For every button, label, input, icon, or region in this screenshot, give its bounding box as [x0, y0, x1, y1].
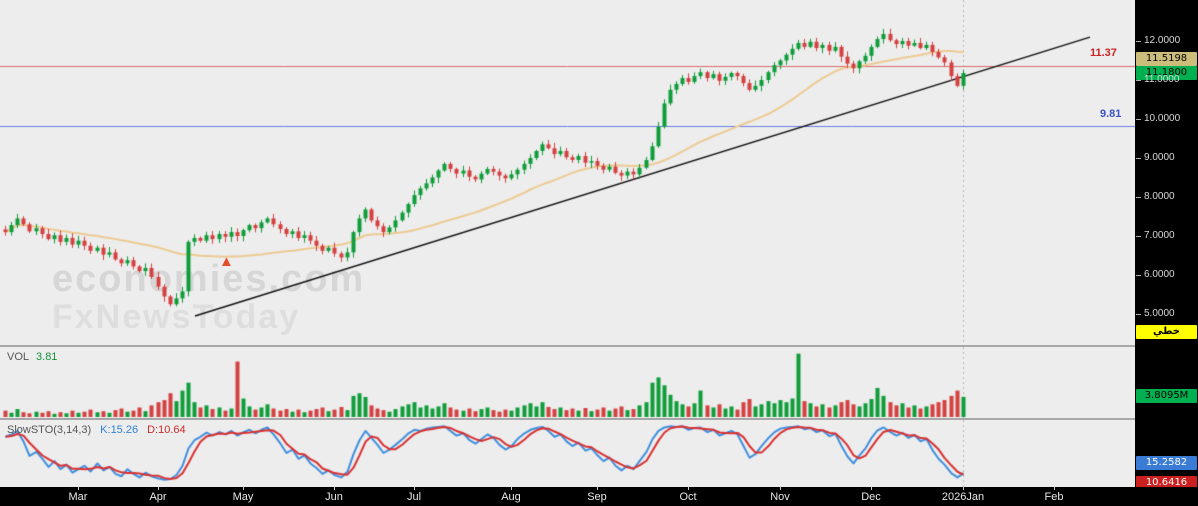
month-tick	[334, 487, 335, 490]
badge-stochastic-d: 10.6416	[1136, 476, 1197, 490]
month-tick	[78, 487, 79, 490]
month-label: Dec	[861, 491, 881, 503]
month-label: 2026Jan	[941, 491, 985, 503]
price-axis-label: 10.0000	[1135, 113, 1181, 124]
stochastic-k-value: K:15.26	[100, 424, 139, 436]
price-axis-label: 6.0000	[1136, 269, 1175, 280]
month-tick	[871, 487, 872, 490]
volume-header: VOL 3.81	[7, 351, 57, 363]
price-axis-label: 8.0000	[1136, 191, 1175, 202]
resistance-price-label: 11.37	[1090, 47, 1117, 59]
stochastic-label: SlowSTO(3,14,3)	[7, 424, 92, 436]
price-axis-label: 9.0000	[1136, 152, 1175, 163]
right-price-axis: 11.5198 11.1800 خطي 3.8095M 15.2582 10.6…	[1135, 0, 1198, 490]
month-label: Sep	[587, 491, 607, 503]
month-tick	[963, 487, 964, 490]
month-label: Apr	[149, 491, 167, 503]
bottom-time-axis: Mar Apr May Jun Jul Aug Sep Oct Nov Dec 2026Jan Feb	[0, 487, 1198, 506]
month-label: Feb	[1044, 491, 1064, 503]
month-tick	[688, 487, 689, 490]
month-tick	[597, 487, 598, 490]
month-tick	[414, 487, 415, 490]
month-label: Mar	[68, 491, 88, 503]
badge-last-volume: 3.8095M	[1136, 389, 1197, 403]
stochastic-panel	[0, 418, 1135, 487]
badge-stochastic-k: 15.2582	[1136, 456, 1197, 470]
chart-plot-area: economies.com ▲ FxNewsToday 11.37 9.81 V…	[0, 0, 1135, 487]
price-axis-label: 5.0000	[1136, 308, 1175, 319]
month-tick	[158, 487, 159, 490]
month-tick	[243, 487, 244, 490]
month-label: Nov	[770, 491, 790, 503]
month-tick	[780, 487, 781, 490]
month-tick	[1054, 487, 1055, 490]
volume-chart-canvas[interactable]	[0, 347, 1135, 418]
month-label: Oct	[679, 491, 697, 503]
price-axis-label: 7.0000	[1136, 230, 1175, 241]
price-panel	[0, 0, 1135, 345]
badge-scale-type: خطي	[1136, 325, 1197, 339]
price-axis-label: 12.0000	[1135, 35, 1181, 46]
badge-session-high: 11.5198	[1136, 52, 1197, 66]
month-label: Aug	[501, 491, 521, 503]
month-label: Jul	[406, 491, 422, 503]
volume-value: 3.81	[36, 351, 58, 363]
month-tick	[511, 487, 512, 490]
stochastic-d-value: D:10.64	[147, 424, 186, 436]
stochastic-chart-canvas[interactable]	[0, 420, 1135, 487]
volume-label: VOL	[7, 351, 30, 363]
price-axis-label: 11.0000	[1135, 74, 1180, 85]
badge-last-price: 11.1800	[1136, 66, 1197, 80]
month-label: May	[232, 491, 254, 503]
support-price-label: 9.81	[1100, 108, 1122, 120]
stochastic-header: SlowSTO(3,14,3) K:15.26 D:10.64	[7, 424, 186, 436]
volume-panel	[0, 345, 1135, 418]
month-label: Jun	[325, 491, 343, 503]
price-chart-canvas[interactable]	[0, 0, 1135, 345]
